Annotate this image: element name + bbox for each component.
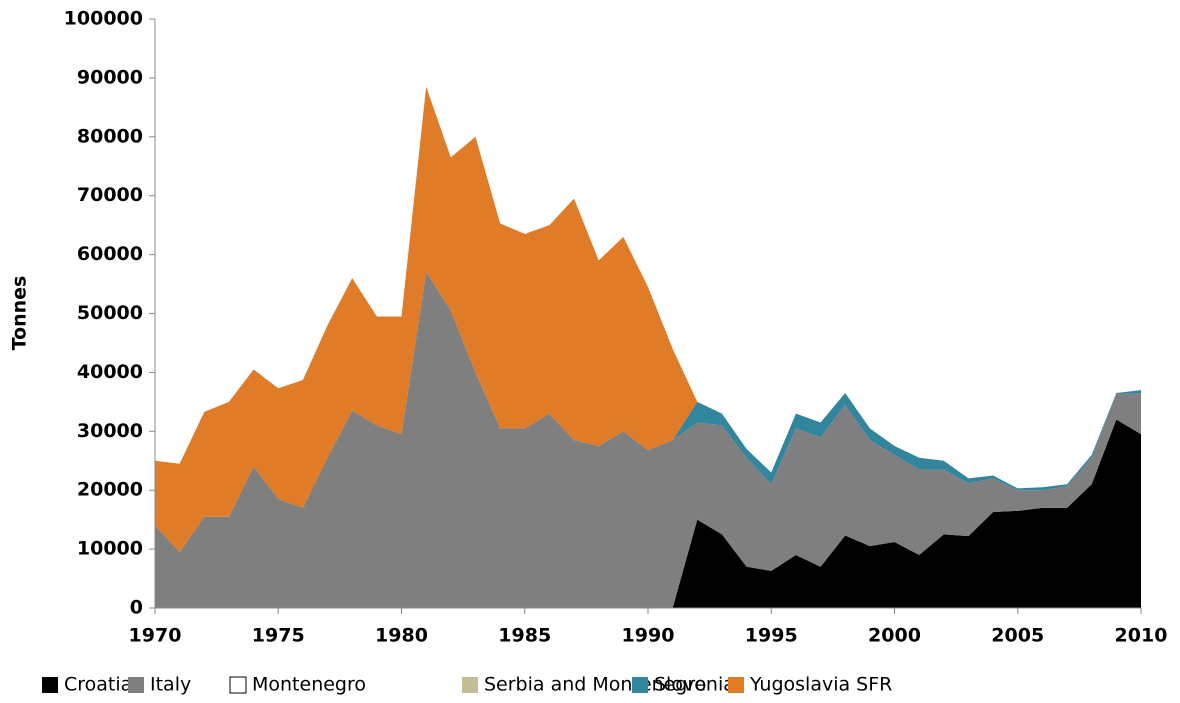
x-tick-label: 1990 [622, 625, 675, 647]
legend-label: Montenegro [252, 674, 366, 696]
legend-label: Italy [150, 674, 191, 696]
x-tick-label: 1975 [252, 625, 305, 647]
legend-swatch [42, 677, 58, 693]
x-tick-label: 1995 [745, 625, 798, 647]
x-tick-label: 2000 [868, 625, 921, 647]
legend-swatch [462, 677, 478, 693]
y-tick-label: 70000 [77, 184, 143, 206]
y-tick-label: 90000 [77, 66, 143, 88]
legend-label: Slovenia [654, 674, 735, 696]
y-tick-label: 80000 [77, 125, 143, 147]
y-tick-label: 0 [130, 597, 143, 619]
x-tick-label: 1980 [375, 625, 428, 647]
x-tick-label: 1985 [498, 625, 551, 647]
legend-swatch [728, 677, 744, 693]
y-tick-label: 30000 [77, 420, 143, 442]
area [155, 86, 1141, 553]
legend-swatch [632, 677, 648, 693]
y-axis-label: Tonnes [9, 276, 31, 351]
y-tick-label: 40000 [77, 361, 143, 383]
x-tick-label: 2010 [1115, 625, 1168, 647]
area [155, 272, 1141, 608]
y-tick-label: 100000 [64, 8, 143, 30]
legend-label: Croatia [64, 674, 132, 696]
y-tick-label: 10000 [77, 538, 143, 560]
x-tick-label: 2005 [991, 625, 1044, 647]
y-tick-label: 20000 [77, 479, 143, 501]
legend-label: Yugoslavia SFR [749, 674, 892, 696]
legend-swatch [229, 676, 247, 694]
y-tick-label: 60000 [77, 243, 143, 265]
x-tick-label: 1970 [129, 625, 182, 647]
y-tick-label: 50000 [77, 302, 143, 324]
area [155, 419, 1141, 608]
legend-swatch [128, 677, 144, 693]
legend-label: Serbia and Montenegro [484, 674, 706, 696]
